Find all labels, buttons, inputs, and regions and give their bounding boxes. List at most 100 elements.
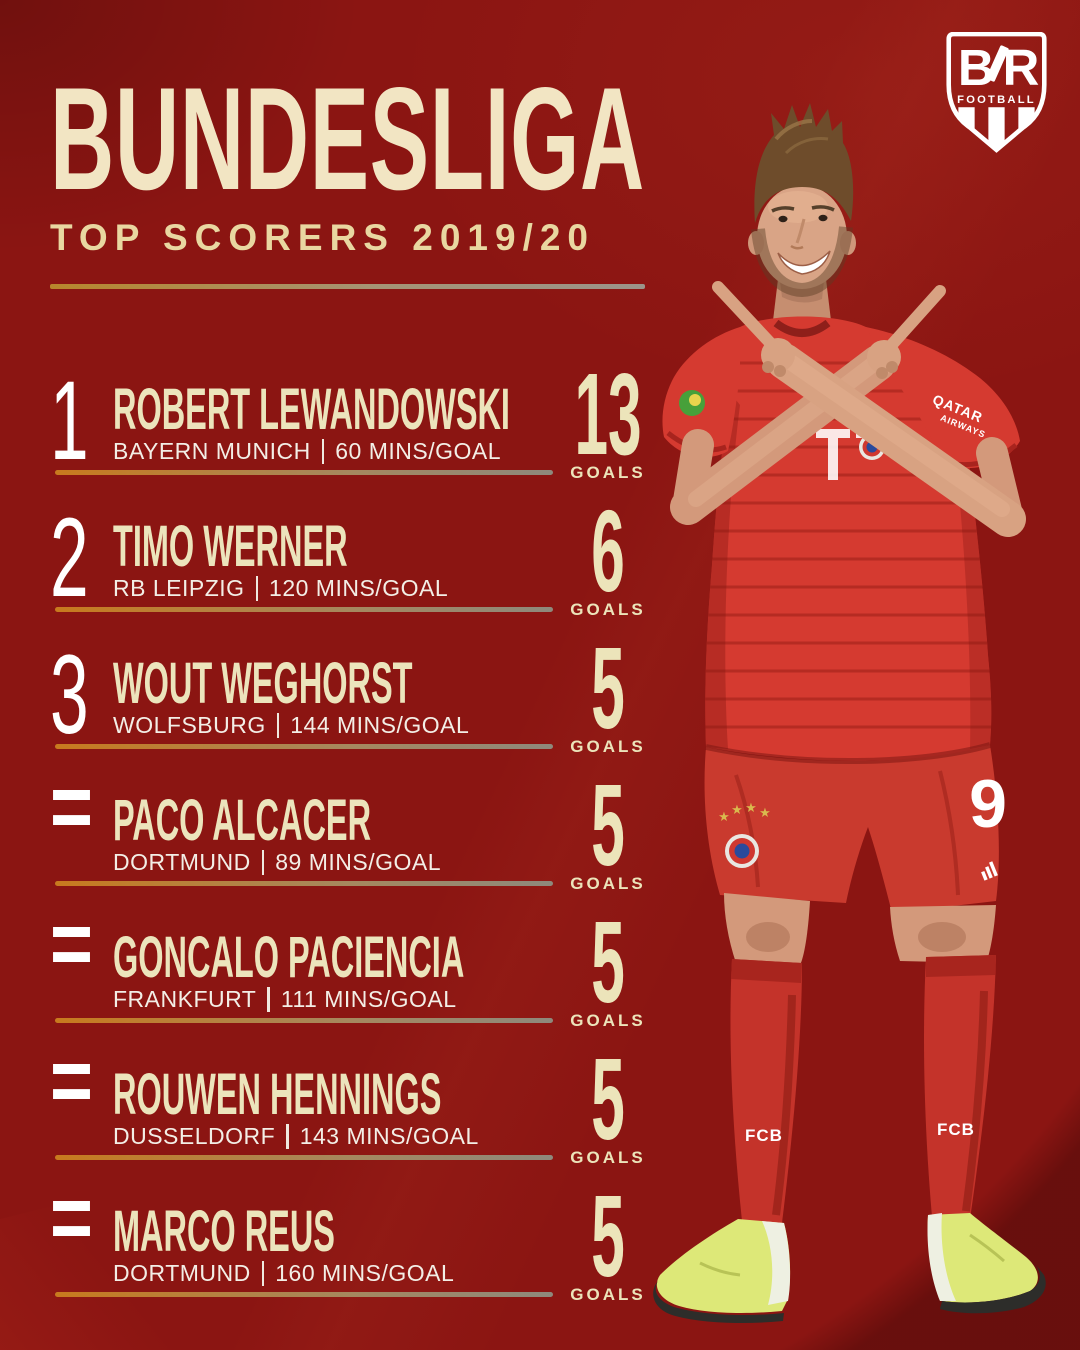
goals-number: 13: [574, 349, 642, 479]
logo-caption: FOOTBALL: [957, 94, 1036, 106]
svg-text:★: ★: [745, 800, 757, 815]
goals-number: 5: [591, 623, 625, 753]
scorer-name: GONCALO PACIENCIA: [113, 925, 465, 990]
scorer-name: TIMO WERNER: [113, 514, 348, 579]
scorer-name: ROUWEN HENNINGS: [113, 1062, 442, 1127]
player-photo-illustration: QATAR AIRWAYS: [653, 103, 1046, 1323]
scorer-text: ROUWEN HENNINGS DUSSELDORF 143 MINS/GOAL: [113, 1062, 699, 1150]
rank-equal: =: [50, 1030, 93, 1132]
svg-text:★: ★: [718, 809, 730, 824]
goals-number: 5: [591, 1171, 625, 1301]
player-stubble: [751, 226, 853, 298]
row-underline: [55, 1018, 553, 1023]
divider-bar-icon: [267, 987, 270, 1013]
scorer-team-line: DORTMUND 89 MINS/GOAL: [113, 849, 574, 876]
scorer-team: DORTMUND: [113, 1260, 251, 1287]
scorer-text: TIMO WERNER RB LEIPZIG 120 MINS/GOAL: [113, 514, 532, 602]
scorer-name: WOUT WEGHORST: [113, 651, 413, 716]
scorer-rate: 120 MINS/GOAL: [269, 575, 449, 602]
rank-equal: =: [50, 756, 93, 858]
goals-label: GOALS: [570, 1285, 646, 1304]
player-smile: [777, 250, 831, 275]
jersey-collar: [773, 319, 831, 337]
scorer-text: ROBERT LEWANDOWSKI BAYERN MUNICH 60 MINS/…: [113, 380, 822, 465]
player-socks: FCB FCB: [730, 955, 996, 1223]
crest-stars-icon: ★ ★ ★ ★: [718, 800, 771, 824]
scorer-row-7: = MARCO REUS DORTMUND 160 MINS/GOAL 5 GOA…: [50, 1172, 674, 1333]
divider-bar-icon: [261, 850, 265, 876]
scorer-rate: 160 MINS/GOAL: [275, 1260, 455, 1287]
scorer-rate: 144 MINS/GOAL: [290, 712, 470, 739]
goals-block: 13 GOALS: [542, 356, 674, 511]
goals-block: 5 GOALS: [542, 1041, 674, 1196]
row-underline: [55, 607, 553, 612]
goals-label: GOALS: [570, 600, 646, 619]
goals-number: 5: [591, 1034, 625, 1164]
scorer-team-line: DORTMUND 160 MINS/GOAL: [113, 1260, 509, 1287]
divider-bar-icon: [276, 713, 280, 739]
scorer-name: PACO ALCACER: [113, 788, 372, 853]
goals-label: GOALS: [570, 1148, 646, 1167]
goals-block: 5 GOALS: [542, 1178, 674, 1333]
br-football-logo-icon: B R FOOTBALL: [946, 32, 1047, 153]
page-title: BUNDESLIGA: [50, 57, 645, 220]
goals-label: GOALS: [570, 737, 646, 756]
player-shorts: ★ ★ ★ ★ 9: [704, 742, 1007, 913]
scorer-team-line: DUSSELDORF 143 MINS/GOAL: [113, 1123, 699, 1150]
scorer-text: GONCALO PACIENCIA FRANKFURT 111 MINS/GOAL: [113, 925, 740, 1013]
goals-block: 5 GOALS: [542, 767, 674, 922]
shorts-number: 9: [969, 766, 1007, 842]
goals-number: 6: [591, 486, 625, 616]
row-underline: [55, 881, 553, 886]
scorer-text: WOUT WEGHORST WOLFSBURG 144 MINS/GOAL: [113, 651, 648, 739]
goals-block: 5 GOALS: [542, 904, 674, 1059]
logo-letter-b: B: [958, 39, 995, 96]
scorer-rate: 111 MINS/GOAL: [280, 986, 457, 1013]
rank-number: 3: [50, 632, 89, 757]
divider-bar-icon: [261, 1261, 265, 1287]
row-underline: [55, 1155, 553, 1160]
player-head: [748, 103, 856, 298]
shield-outline: [946, 32, 1047, 153]
sock-text-left: FCB: [745, 1126, 783, 1145]
goals-number: 5: [591, 760, 625, 890]
row-underline: [55, 744, 553, 749]
divider-bar-icon: [321, 439, 325, 465]
scorer-team-line: BAYERN MUNICH 60 MINS/GOAL: [113, 438, 822, 465]
player-knees: [724, 893, 996, 965]
scorer-name: MARCO REUS: [113, 1199, 335, 1264]
scorer-row-3: 3 WOUT WEGHORST WOLFSBURG 144 MINS/GOAL 5…: [50, 630, 674, 785]
player-boots: [653, 1213, 1046, 1323]
scorers-list: 1 ROBERT LEWANDOWSKI BAYERN MUNICH 60 MIN…: [50, 356, 674, 1333]
divider-bar-icon: [286, 1124, 289, 1150]
goals-number: 5: [591, 897, 625, 1027]
logo-slash-icon: [986, 45, 1009, 82]
scorer-team: BAYERN MUNICH: [113, 438, 311, 465]
rank-number: 1: [50, 358, 89, 483]
goals-label: GOALS: [570, 874, 646, 893]
scorer-team: FRANKFURT: [113, 986, 257, 1013]
scorer-row-4: = PACO ALCACER DORTMUND 89 MINS/GOAL 5 GO…: [50, 761, 674, 922]
scorer-team-line: WOLFSBURG 144 MINS/GOAL: [113, 712, 648, 739]
svg-text:★: ★: [759, 805, 771, 820]
scorer-team-line: FRANKFURT 111 MINS/GOAL: [113, 986, 740, 1013]
logo-letter-r: R: [1003, 39, 1040, 96]
scorer-rate: 143 MINS/GOAL: [299, 1123, 479, 1150]
goals-label: GOALS: [570, 463, 646, 482]
scorer-row-2: 2 TIMO WERNER RB LEIPZIG 120 MINS/GOAL 6 …: [50, 493, 674, 648]
goals-block: 5 GOALS: [542, 630, 674, 785]
row-underline: [55, 470, 553, 475]
goals-label: GOALS: [570, 1011, 646, 1030]
rank-equal: =: [50, 893, 93, 995]
scorer-row-6: = ROUWEN HENNINGS DUSSELDORF 143 MINS/GOA…: [50, 1035, 674, 1196]
page-subtitle: TOP SCORERS 2019/20: [50, 217, 596, 258]
divider-bar-icon: [255, 576, 259, 602]
svg-text:★: ★: [731, 802, 743, 817]
rank-equal: =: [50, 1167, 93, 1269]
scorer-team: DUSSELDORF: [113, 1123, 276, 1150]
shorts-adidas-icon: [981, 861, 998, 881]
goals-block: 6 GOALS: [542, 493, 674, 648]
rank-number: 2: [50, 495, 89, 620]
scorer-rate: 89 MINS/GOAL: [275, 849, 442, 876]
